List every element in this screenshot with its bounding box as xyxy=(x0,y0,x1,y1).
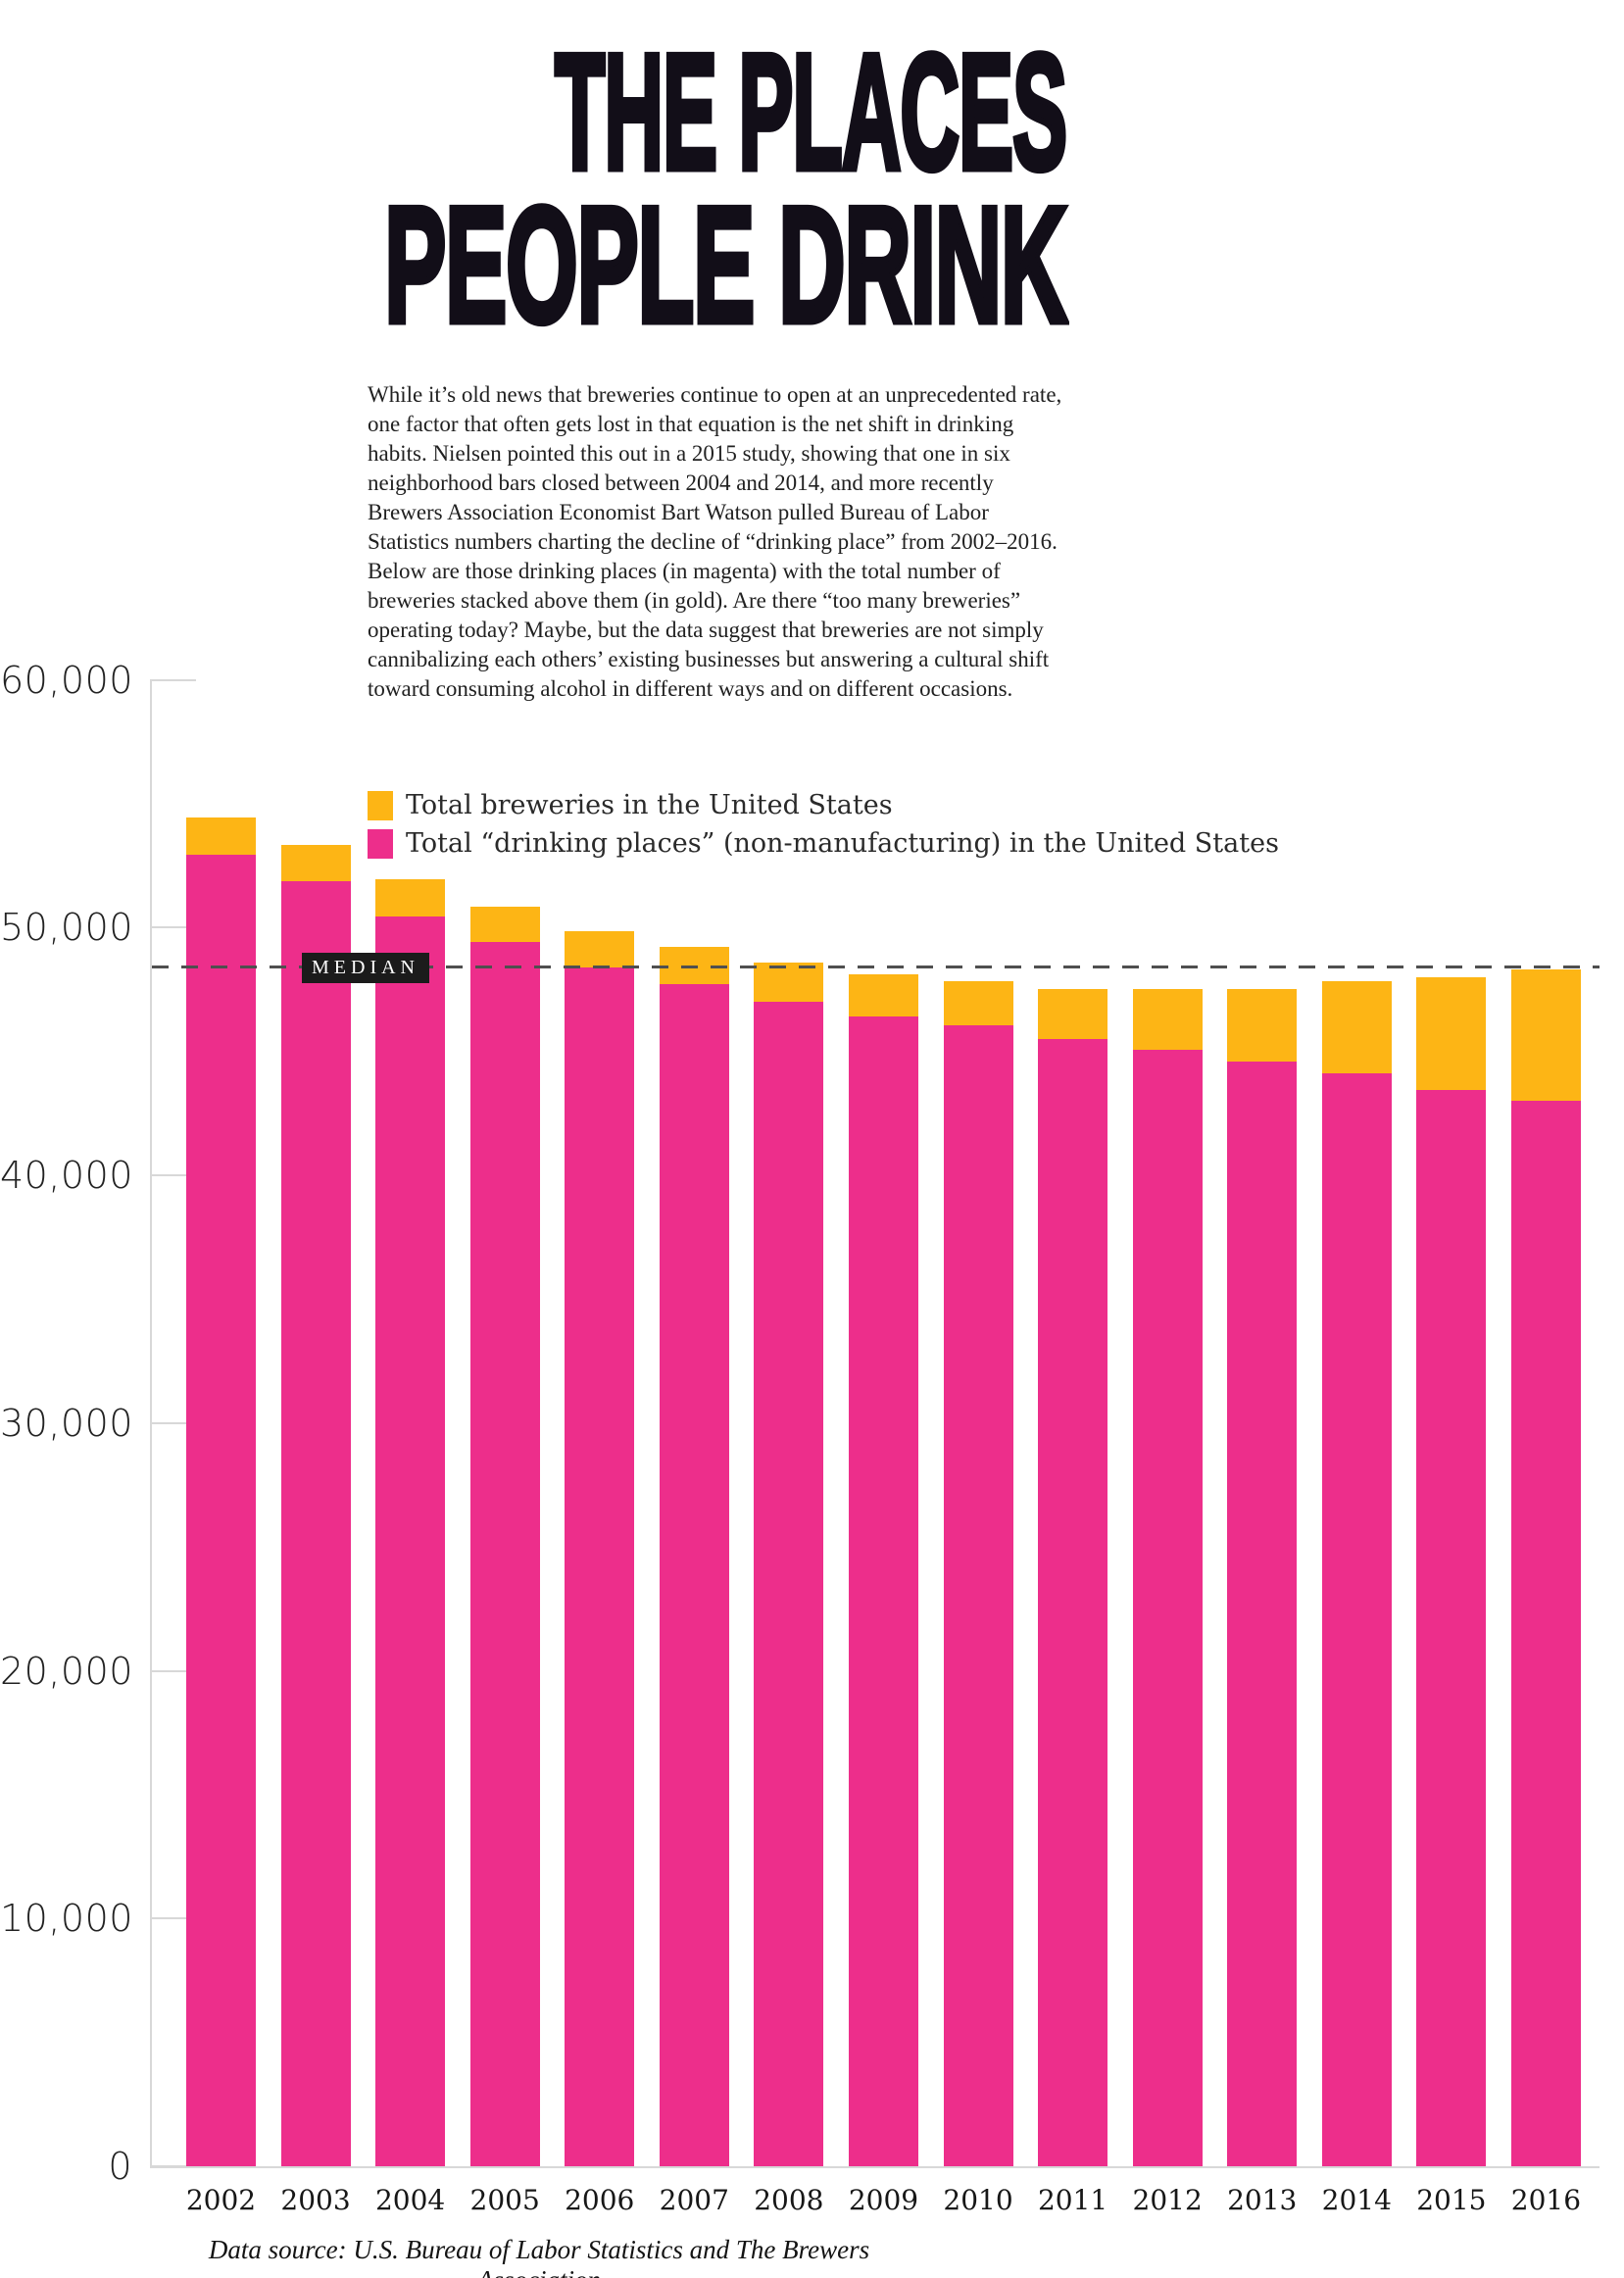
bar-2016-breweries xyxy=(1510,969,1581,1102)
y-tick-label: 30,000 xyxy=(0,1401,133,1445)
bar-2016-drinking-places xyxy=(1510,1101,1581,2166)
bar-2003-drinking-places xyxy=(280,881,351,2166)
bar-2011-breweries xyxy=(1038,989,1108,1039)
page-title-line-2: PEOPLE DRINK xyxy=(382,173,1069,357)
x-tick-label-2015: 2015 xyxy=(1416,2184,1487,2216)
bar-2010-breweries xyxy=(943,980,1013,1026)
x-tick-label-2009: 2009 xyxy=(848,2184,919,2216)
bar-2002-drinking-places xyxy=(186,854,256,2166)
median-label: MEDIAN xyxy=(302,953,429,983)
y-tick-label: 10,000 xyxy=(0,1897,133,1941)
x-tick-label-2016: 2016 xyxy=(1510,2184,1582,2216)
bar-2004-breweries xyxy=(375,878,446,916)
y-tick-20000 xyxy=(150,1669,196,1672)
bar-2010-drinking-places xyxy=(943,1025,1013,2166)
bar-2012-breweries xyxy=(1132,989,1203,1051)
bar-2014-breweries xyxy=(1321,980,1392,1074)
bar-2009-drinking-places xyxy=(848,1016,918,2166)
bar-2006-breweries xyxy=(565,930,635,967)
bar-2015-breweries xyxy=(1416,976,1487,1090)
y-tick-label: 20,000 xyxy=(0,1649,133,1693)
legend-label-breweries: Total breweries in the United States xyxy=(406,790,893,820)
page-title-line-1: THE PLACES xyxy=(553,20,1069,204)
bar-2009-breweries xyxy=(848,974,918,1017)
x-tick-label-2007: 2007 xyxy=(659,2184,729,2216)
y-tick-60000 xyxy=(150,678,196,681)
y-tick-40000 xyxy=(150,1174,196,1176)
x-tick-label-2014: 2014 xyxy=(1321,2184,1392,2216)
bar-2006-drinking-places xyxy=(565,966,635,2166)
x-tick-label-2003: 2003 xyxy=(280,2184,351,2216)
x-tick-label-2008: 2008 xyxy=(754,2184,824,2216)
y-tick-label: 60,000 xyxy=(0,658,133,702)
intro-paragraph: While it’s old news that breweries conti… xyxy=(368,382,1062,701)
y-tick-label: 50,000 xyxy=(0,906,133,950)
legend-swatch-gold xyxy=(368,790,393,820)
bar-2013-drinking-places xyxy=(1227,1061,1298,2166)
bar-2005-drinking-places xyxy=(469,942,540,2166)
bar-2004-drinking-places xyxy=(375,916,446,2166)
x-tick-label-2005: 2005 xyxy=(469,2184,540,2216)
bar-2008-breweries xyxy=(754,962,824,1003)
bar-2005-breweries xyxy=(469,906,540,943)
median-line xyxy=(152,966,1599,969)
x-tick-label-2013: 2013 xyxy=(1227,2184,1298,2216)
x-tick-label-2002: 2002 xyxy=(185,2184,257,2216)
y-tick-50000 xyxy=(150,926,196,929)
x-tick-label-2012: 2012 xyxy=(1132,2184,1203,2216)
legend-swatch-magenta xyxy=(368,828,393,859)
y-axis-line xyxy=(150,679,152,2166)
y-tick-10000 xyxy=(150,1917,196,1920)
y-tick-label: 40,000 xyxy=(0,1154,133,1197)
legend-item-breweries: Total breweries in the United States xyxy=(368,790,893,820)
bar-2015-drinking-places xyxy=(1416,1089,1487,2166)
x-tick-label-2011: 2011 xyxy=(1037,2184,1108,2216)
bar-2012-drinking-places xyxy=(1132,1050,1203,2166)
x-tick-label-2010: 2010 xyxy=(943,2184,1013,2216)
bar-2007-drinking-places xyxy=(659,984,729,2166)
bar-2013-breweries xyxy=(1227,989,1298,1062)
bar-2003-breweries xyxy=(280,844,351,882)
y-tick-label: 0 xyxy=(108,2145,132,2188)
legend-label-drinking-places: Total “drinking places” (non-manufacturi… xyxy=(406,828,1279,859)
y-tick-30000 xyxy=(150,1421,196,1424)
x-axis-line xyxy=(150,2166,1599,2168)
bar-2008-drinking-places xyxy=(754,1002,824,2166)
legend-item-drinking-places: Total “drinking places” (non-manufacturi… xyxy=(368,828,1279,859)
bar-2014-drinking-places xyxy=(1321,1073,1392,2166)
x-tick-label-2006: 2006 xyxy=(565,2184,635,2216)
bar-2011-drinking-places xyxy=(1038,1038,1108,2166)
x-tick-label-2004: 2004 xyxy=(374,2184,446,2216)
source-note: Data source: U.S. Bureau of Labor Statis… xyxy=(208,2235,870,2278)
bar-2002-breweries xyxy=(186,817,256,855)
